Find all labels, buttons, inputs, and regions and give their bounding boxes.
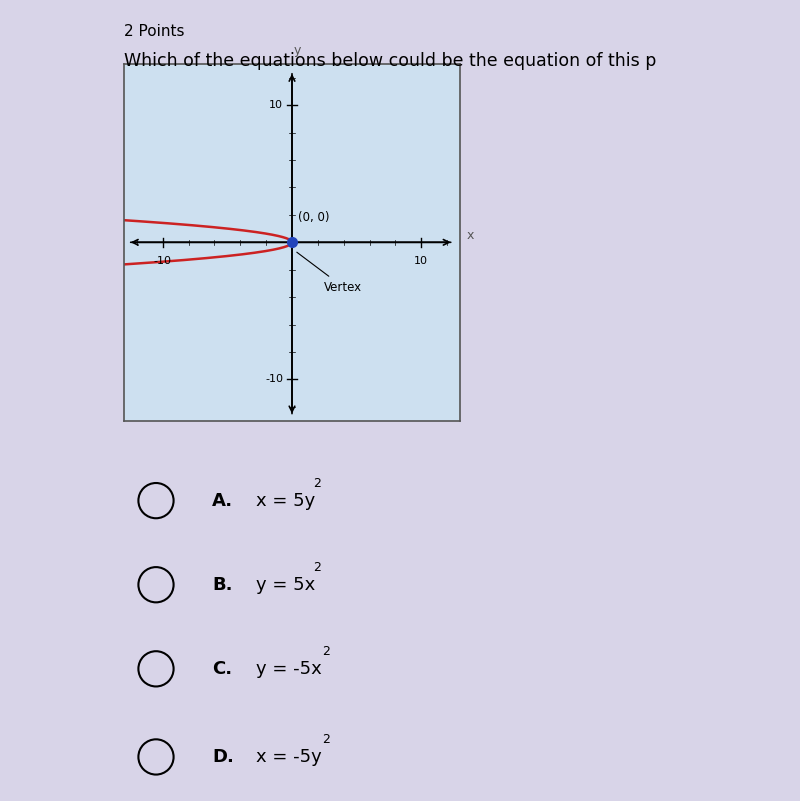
Text: A.: A. bbox=[212, 492, 233, 509]
Text: B.: B. bbox=[212, 576, 233, 594]
Text: Vertex: Vertex bbox=[297, 252, 362, 294]
Text: C.: C. bbox=[212, 660, 232, 678]
Text: y = -5x: y = -5x bbox=[256, 660, 322, 678]
Text: 2: 2 bbox=[313, 477, 321, 489]
Text: 10: 10 bbox=[269, 100, 283, 111]
Text: x = -5y: x = -5y bbox=[256, 748, 322, 766]
Text: x: x bbox=[466, 229, 474, 242]
Text: Which of the equations below could be the equation of this p: Which of the equations below could be th… bbox=[124, 52, 656, 70]
Text: -10: -10 bbox=[265, 374, 283, 384]
Text: y: y bbox=[294, 44, 301, 57]
Text: 2: 2 bbox=[313, 561, 321, 574]
Text: 2 Points: 2 Points bbox=[124, 24, 185, 39]
Text: x = 5y: x = 5y bbox=[256, 492, 315, 509]
Text: -10: -10 bbox=[154, 256, 172, 266]
Text: 10: 10 bbox=[414, 256, 428, 266]
Text: y = 5x: y = 5x bbox=[256, 576, 315, 594]
Text: (0, 0): (0, 0) bbox=[298, 211, 330, 224]
Text: D.: D. bbox=[212, 748, 234, 766]
Text: 2: 2 bbox=[322, 733, 330, 746]
Text: 2: 2 bbox=[322, 645, 330, 658]
